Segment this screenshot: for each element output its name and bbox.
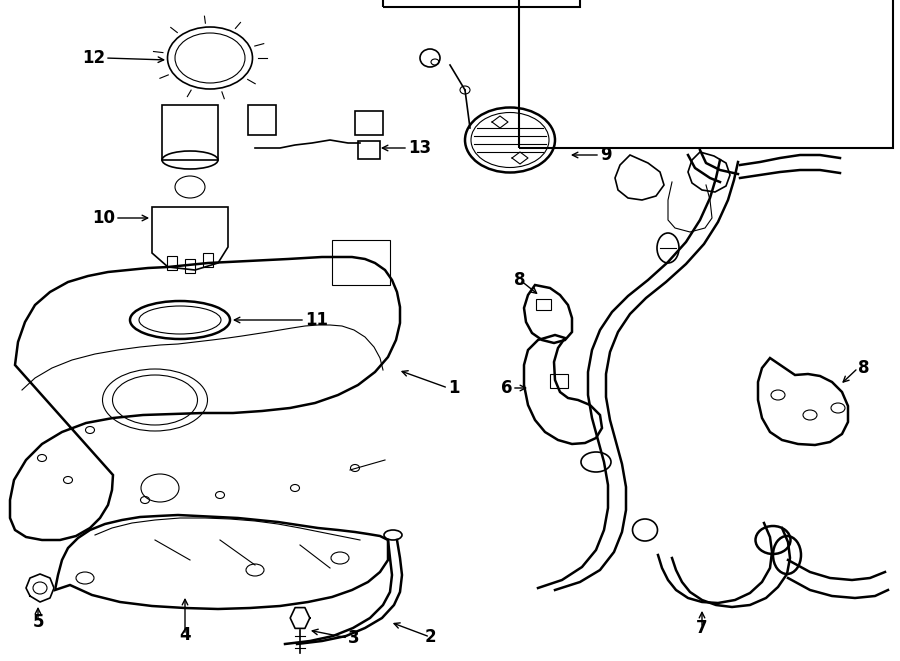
Text: 7: 7 (697, 619, 707, 637)
Text: 8: 8 (858, 359, 869, 377)
Text: 13: 13 (408, 139, 431, 157)
Polygon shape (26, 574, 54, 602)
Text: 10: 10 (92, 209, 115, 227)
Bar (536, 299, 551, 310)
Bar (248, 105, 276, 135)
Text: 5: 5 (32, 613, 44, 631)
Bar (358, 141, 380, 159)
Text: 11: 11 (305, 311, 328, 329)
Bar (185, 259, 195, 273)
Bar (383, 0, 580, 7)
Text: 12: 12 (82, 49, 105, 67)
Bar (550, 374, 568, 388)
Text: 8: 8 (514, 271, 526, 289)
Bar (355, 111, 383, 135)
Bar (162, 105, 218, 160)
Text: 1: 1 (448, 379, 460, 397)
Text: 9: 9 (600, 146, 612, 164)
Text: 4: 4 (179, 626, 191, 644)
Text: 3: 3 (348, 629, 360, 647)
Bar (519, 0, 893, 148)
Bar (203, 253, 213, 267)
Bar (167, 256, 177, 270)
Bar (332, 240, 390, 285)
Text: 6: 6 (500, 379, 512, 397)
Text: 2: 2 (424, 628, 436, 646)
